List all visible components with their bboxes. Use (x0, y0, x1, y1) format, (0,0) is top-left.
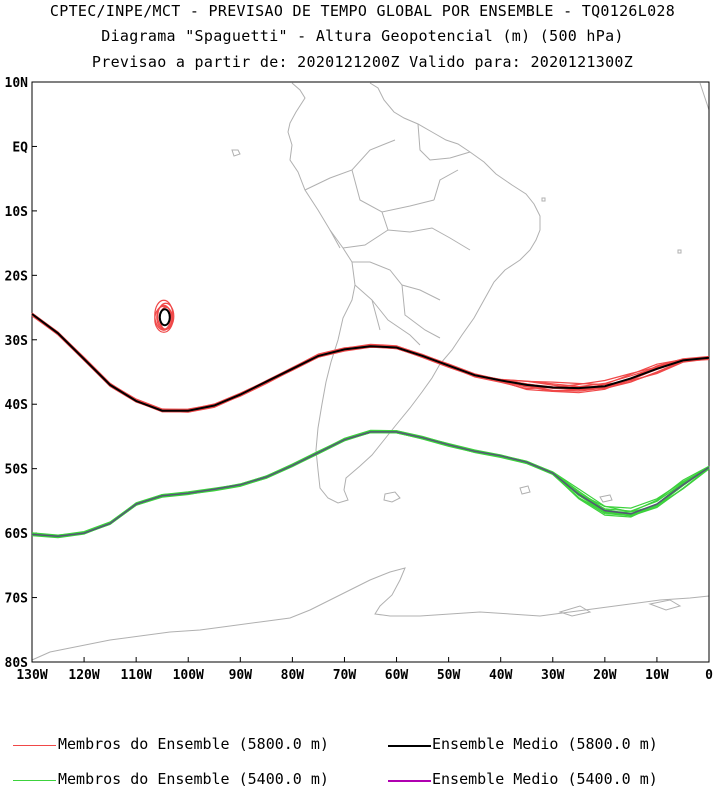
title-line-2: Diagrama "Spaguetti" - Altura Geopotenci… (101, 27, 624, 45)
lat-tick-label: 80S (5, 656, 29, 671)
member-5800-line (31, 315, 710, 411)
legend-swatch-mean-5400 (388, 780, 431, 782)
country-borders (304, 123, 471, 346)
lat-tick-label: 70S (5, 592, 29, 607)
member-5800-line (31, 314, 710, 411)
plot-frame (31, 81, 710, 663)
falklands-coast (383, 491, 401, 503)
lon-tick-label: 10W (645, 668, 669, 683)
lat-tick-label: 20S (5, 269, 29, 284)
longitude-axis: 130W 120W 110W 100W 90W 80W 70W 60W 50W 40W 30W 20W… (16, 657, 713, 683)
member-5800-line (31, 312, 710, 412)
lat-tick-label: 10N (5, 76, 29, 91)
lon-tick-label: 30W (541, 668, 565, 683)
lon-tick-label: 70W (333, 668, 357, 683)
closed-contour-member (154, 305, 174, 333)
antarctica-coast (31, 567, 710, 661)
lat-tick-label: 60S (5, 527, 29, 542)
lon-tick-label: 100W (173, 668, 204, 683)
member-5400-line (31, 431, 710, 538)
legend-label-members-5800: Membros do Ensemble (5800.0 m) (58, 735, 329, 753)
member-5400-line (31, 431, 710, 537)
title-line-3: Previsao a partir de: 2020121200Z Valido… (91, 53, 634, 71)
members-5400-lines (31, 429, 710, 539)
lon-tick-label: 80W (281, 668, 305, 683)
member-5400-line (31, 431, 710, 536)
closed-contour-mean (158, 308, 171, 327)
coastlines (31, 82, 710, 661)
lon-tick-label: 60W (385, 668, 409, 683)
member-5400-line (31, 430, 710, 537)
title-line-1: CPTEC/INPE/MCT - PREVISAO DE TEMPO GLOBA… (49, 2, 676, 20)
member-5400-line (31, 430, 710, 538)
lat-tick-label: 40S (5, 398, 29, 413)
lat-tick-label: 30S (5, 334, 29, 349)
member-5800-line (31, 313, 710, 412)
lon-tick-label: 110W (120, 668, 151, 683)
lon-tick-label: 50W (437, 668, 461, 683)
legend-swatch-mean-5800 (388, 745, 431, 747)
africa-coast (699, 82, 710, 111)
lon-tick-label: 20W (593, 668, 617, 683)
lon-tick-label: 120W (68, 668, 99, 683)
lon-tick-label: 90W (229, 668, 253, 683)
lat-tick-label: 50S (5, 463, 29, 478)
member-5400-line (31, 431, 710, 538)
legend-label-members-5400: Membros do Ensemble (5400.0 m) (58, 770, 329, 788)
lat-tick-label: EQ (12, 140, 28, 155)
member-5800-line (31, 312, 710, 412)
south-america-coast (287, 82, 541, 504)
members-5800-lines (31, 299, 710, 413)
lon-tick-label: 40W (489, 668, 513, 683)
latitude-axis: 10N EQ 10S 20S 30S 40S 50S 60S 70S 80S (5, 76, 37, 671)
legend-swatch-members-5400 (13, 780, 56, 781)
member-5400-line (31, 431, 710, 539)
member-5400-line (31, 431, 710, 538)
lon-tick-label: 130W (16, 668, 47, 683)
galapagos (231, 149, 241, 157)
mean-5800-line (31, 313, 710, 412)
mean-5400-line (31, 431, 710, 538)
member-5800-line (31, 313, 710, 412)
member-5800-line (31, 314, 710, 410)
legend-label-mean-5400: Ensemble Medio (5400.0 m) (432, 770, 658, 788)
legend-label-mean-5800: Ensemble Medio (5800.0 m) (432, 735, 658, 753)
member-5400-line (31, 431, 710, 538)
legend-swatch-members-5800 (13, 745, 56, 746)
member-5400-line (31, 432, 710, 538)
lat-tick-label: 10S (5, 205, 29, 220)
antarctic-islands (519, 485, 682, 617)
ensemble-mean-lines (31, 308, 710, 538)
member-5400-line (31, 431, 710, 537)
member-5800-line (31, 313, 710, 412)
mid-atlantic-islands (541, 197, 682, 254)
member-5800-line (31, 312, 710, 412)
member-5400-line (31, 429, 710, 536)
lon-tick-label: 0 (705, 668, 713, 683)
